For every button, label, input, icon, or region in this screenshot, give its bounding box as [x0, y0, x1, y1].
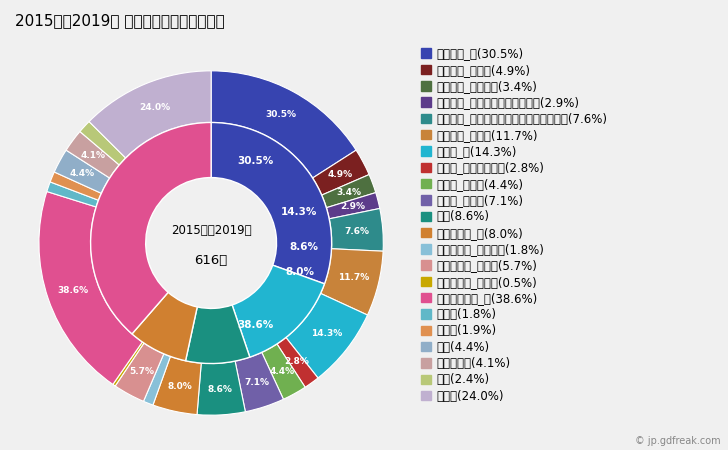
Wedge shape [322, 175, 376, 208]
Wedge shape [153, 356, 201, 414]
Wedge shape [262, 344, 305, 399]
Wedge shape [115, 343, 164, 401]
Text: 4.4%: 4.4% [269, 367, 295, 376]
Wedge shape [89, 71, 211, 158]
Wedge shape [235, 352, 283, 412]
Text: 4.4%: 4.4% [70, 169, 95, 178]
Text: 14.3%: 14.3% [281, 207, 317, 217]
Text: 8.0%: 8.0% [285, 267, 314, 277]
Wedge shape [211, 122, 332, 284]
Wedge shape [39, 192, 143, 384]
Text: 4.9%: 4.9% [328, 170, 353, 179]
Text: 3.4%: 3.4% [336, 188, 361, 197]
Wedge shape [55, 150, 110, 194]
Wedge shape [277, 338, 318, 387]
Text: 2.9%: 2.9% [341, 202, 365, 211]
Text: 8.6%: 8.6% [290, 242, 319, 252]
Wedge shape [90, 122, 211, 334]
Text: 30.5%: 30.5% [237, 157, 274, 166]
Wedge shape [113, 342, 144, 386]
Text: © jp.gdfreak.com: © jp.gdfreak.com [635, 436, 721, 446]
Wedge shape [80, 122, 126, 165]
Text: 2015年～2019年 遊佐町の男性の死因構成: 2015年～2019年 遊佐町の男性の死因構成 [15, 14, 224, 28]
Text: 4.1%: 4.1% [81, 152, 106, 161]
Wedge shape [320, 249, 383, 315]
Wedge shape [286, 293, 368, 378]
Wedge shape [326, 193, 380, 219]
Text: 38.6%: 38.6% [57, 286, 88, 295]
Wedge shape [312, 150, 369, 195]
Text: 7.1%: 7.1% [244, 378, 269, 387]
Legend: 悪性腫瘍_計(30.5%), 悪性腫瘍_胃がん(4.9%), 悪性腫瘍_大腸がん(3.4%), 悪性腫瘍_肝がん・肝内胆管がん(2.9%), 悪性腫瘍_気管がん: 悪性腫瘍_計(30.5%), 悪性腫瘍_胃がん(4.9%), 悪性腫瘍_大腸がん… [421, 47, 607, 403]
Wedge shape [132, 292, 197, 361]
Wedge shape [66, 131, 119, 178]
Text: 8.0%: 8.0% [167, 382, 192, 391]
Text: 8.6%: 8.6% [207, 385, 232, 394]
Text: 11.7%: 11.7% [338, 273, 369, 282]
Wedge shape [50, 172, 101, 200]
Text: 616人: 616人 [194, 254, 228, 267]
Text: 5.7%: 5.7% [129, 367, 154, 376]
Text: 14.3%: 14.3% [311, 329, 341, 338]
Text: 2.8%: 2.8% [284, 357, 309, 366]
Wedge shape [197, 361, 245, 415]
Wedge shape [329, 208, 384, 251]
Wedge shape [143, 354, 170, 405]
Text: 24.0%: 24.0% [139, 104, 170, 112]
Text: 30.5%: 30.5% [266, 110, 297, 119]
Wedge shape [186, 305, 250, 364]
Text: 2015年～2019年: 2015年～2019年 [171, 225, 251, 238]
Text: 38.6%: 38.6% [237, 320, 273, 330]
Wedge shape [232, 265, 325, 357]
Text: 7.6%: 7.6% [344, 227, 370, 236]
Wedge shape [211, 71, 356, 178]
Wedge shape [47, 182, 98, 207]
